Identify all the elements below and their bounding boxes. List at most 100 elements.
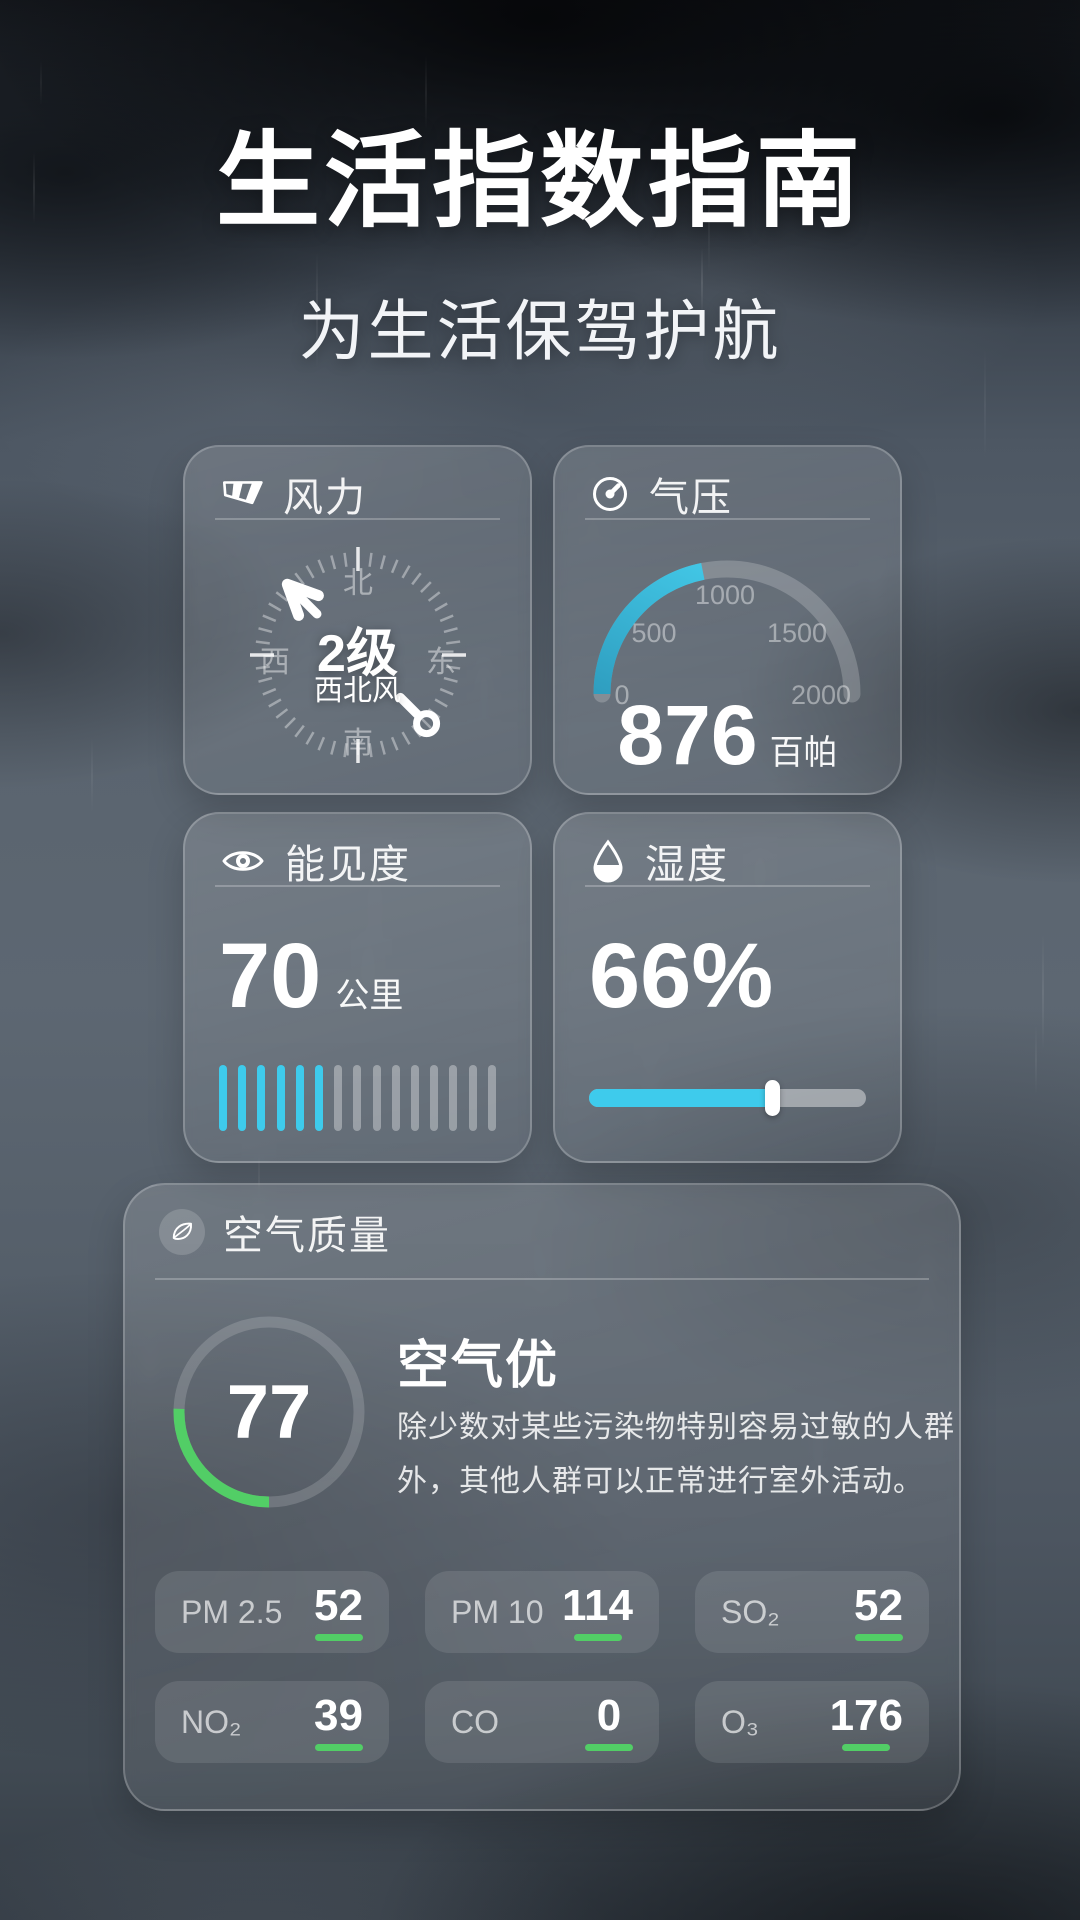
page-title: 生活指数指南: [215, 124, 864, 240]
pollutant-value: 176: [830, 1692, 903, 1752]
pressure-unit: 百帕: [769, 734, 838, 772]
air-quality-badge: [159, 1209, 205, 1255]
pollutant-label: O₃: [721, 1703, 759, 1740]
wind-level-value: 2级: [317, 625, 398, 683]
value-underline: [314, 1744, 363, 1752]
gauge-tick-2000: 2000: [790, 680, 852, 710]
divider: [215, 518, 500, 520]
pollutant-pill-pm10[interactable]: PM 10 114: [425, 1571, 659, 1653]
visibility-value: 70: [219, 925, 322, 1027]
compass-east-label: 东: [426, 646, 456, 679]
compass-south-label: 南: [343, 727, 373, 760]
pollutant-pill-no2[interactable]: NO₂ 39: [155, 1681, 389, 1763]
wind-card-title: 风力: [283, 476, 367, 520]
humidity-slider-track[interactable]: [589, 1080, 866, 1116]
pollutant-label: PM 10: [451, 1593, 544, 1630]
pollutant-value: 0: [585, 1692, 633, 1752]
rain-streak: [258, 1126, 260, 1239]
pollutant-value: 52: [854, 1582, 903, 1642]
pollutant-label: NO₂: [181, 1703, 242, 1740]
pollutant-value: 114: [562, 1582, 633, 1642]
humidity-card-header: 湿度: [589, 838, 729, 887]
visibility-unit: 公里: [335, 977, 404, 1015]
value-underline: [573, 1634, 622, 1642]
visibility-card-header: 能见度: [219, 838, 411, 887]
visibility-bar: [353, 1065, 362, 1131]
pollutant-value: 52: [314, 1582, 363, 1642]
rain-streak: [1042, 934, 1044, 1051]
visibility-bar: [315, 1065, 324, 1131]
gauge-tick-1500: 1500: [766, 618, 828, 648]
visibility-bar: [257, 1065, 266, 1131]
aqi-ring: 77: [168, 1311, 370, 1513]
aqi-description: 除少数对某些污染物特别容易过敏的人群外，其他人群可以正常进行室外活动。: [397, 1411, 955, 1498]
wind-card[interactable]: 风力 北 东 南 西 2级 西北风: [183, 445, 532, 795]
air-quality-card[interactable]: 空气质量 77 空气优 除少数对某些污染物特别容易过敏的人群外，其他人群可以正常…: [123, 1183, 961, 1811]
visibility-bar: [334, 1065, 343, 1131]
visibility-bar-meter: [219, 1065, 496, 1131]
compass-west-label: 西: [260, 646, 290, 679]
divider: [585, 885, 870, 887]
pressure-card[interactable]: 气压 0 500 1000 1500 2000 876 百帕: [553, 445, 902, 795]
visibility-bar: [391, 1065, 400, 1131]
rain-streak: [701, 247, 703, 318]
compass-north-label: 北: [343, 567, 373, 600]
humidity-slider-fill: [589, 1089, 772, 1107]
value-underline: [314, 1634, 363, 1642]
air-quality-header: 空气质量: [159, 1209, 391, 1258]
pollutant-pill-o3[interactable]: O₃ 176: [695, 1681, 929, 1763]
pressure-gauge: [593, 560, 861, 703]
pollutant-grid: PM 2.5 52 PM 10 114 SO₂ 52 NO₂: [155, 1571, 929, 1763]
pressure-gauge-fill: [593, 560, 861, 695]
eye-icon: [222, 851, 264, 871]
divider: [215, 885, 500, 887]
wind-compass: [250, 547, 466, 763]
humidity-value: 66%: [589, 925, 774, 1027]
rain-streak: [91, 737, 93, 813]
pressure-card-header: 气压: [589, 471, 733, 520]
visibility-bar: [219, 1065, 227, 1131]
humidity-card[interactable]: 湿度 66%: [553, 812, 902, 1163]
visibility-bar: [238, 1065, 247, 1131]
rain-streak: [33, 151, 35, 224]
wind-needle: [281, 578, 441, 738]
gauge-tick-1000: 1000: [694, 580, 756, 610]
air-quality-title: 空气质量: [223, 1214, 391, 1258]
rain-streak: [984, 348, 986, 462]
pollutant-label: SO₂: [721, 1593, 780, 1630]
visibility-bar: [411, 1065, 420, 1131]
gauge-tick-0: 0: [614, 680, 630, 710]
pollutant-label: CO: [451, 1703, 499, 1740]
value-underline: [585, 1744, 633, 1752]
pressure-value: 876: [617, 688, 758, 782]
droplet-icon: [593, 839, 623, 883]
humidity-slider-thumb[interactable]: [764, 1080, 780, 1116]
gauge-tick-500: 500: [631, 618, 677, 648]
pollutant-label: PM 2.5: [181, 1593, 283, 1630]
leaf-icon: [172, 1222, 192, 1240]
visibility-card[interactable]: 能见度 70 公里: [183, 812, 532, 1163]
pressure-card-title: 气压: [649, 476, 733, 520]
visibility-card-title: 能见度: [285, 843, 411, 887]
visibility-bar: [372, 1065, 381, 1131]
page-subtitle: 为生活保驾护航: [298, 294, 782, 368]
wind-card-header: 风力: [219, 471, 367, 520]
divider: [585, 518, 870, 520]
wind-direction-value: 西北风: [313, 675, 401, 707]
gauge-icon: [593, 477, 627, 511]
windsock-icon: [222, 481, 263, 505]
pollutant-pill-co[interactable]: CO 0: [425, 1681, 659, 1763]
visibility-bar: [449, 1065, 458, 1131]
visibility-bar: [276, 1065, 285, 1131]
pollutant-pill-pm25[interactable]: PM 2.5 52: [155, 1571, 389, 1653]
value-underline: [842, 1744, 891, 1752]
rain-streak: [316, 252, 318, 368]
pollutant-pill-so2[interactable]: SO₂ 52: [695, 1571, 929, 1653]
pollutant-value: 39: [314, 1692, 363, 1752]
aqi-ring-fill: [173, 1316, 365, 1508]
aqi-grade: 空气优: [397, 1337, 560, 1395]
visibility-bar: [487, 1065, 496, 1131]
rain-streak: [1035, 1025, 1037, 1095]
divider: [155, 1278, 929, 1280]
